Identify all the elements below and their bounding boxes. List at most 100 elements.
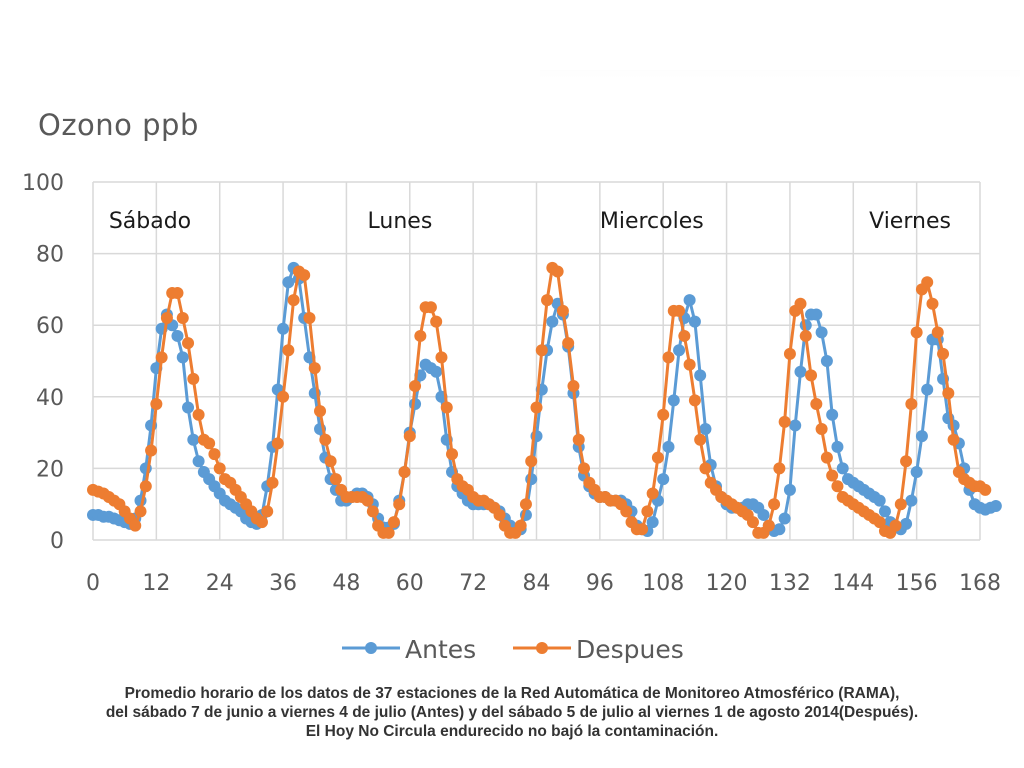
day-annotations: Sábado Lunes Miercoles Viernes	[109, 209, 951, 234]
data-point	[678, 329, 691, 342]
data-point	[176, 312, 189, 325]
data-point	[820, 451, 833, 464]
data-point	[424, 301, 437, 314]
x-tick-label: 144	[832, 571, 874, 596]
data-point	[683, 294, 696, 307]
data-point	[514, 519, 527, 532]
data-point	[683, 358, 696, 371]
data-point	[783, 483, 796, 496]
data-point	[651, 451, 664, 464]
data-point	[673, 344, 686, 357]
data-point	[889, 519, 902, 532]
data-point	[387, 516, 400, 529]
data-point	[831, 440, 844, 453]
legend-label: Antes	[405, 635, 476, 664]
y-tick-label: 60	[36, 314, 64, 339]
data-point	[942, 387, 955, 400]
data-point	[762, 519, 775, 532]
data-point	[298, 269, 311, 282]
data-point	[414, 329, 427, 342]
data-point	[287, 294, 300, 307]
data-point	[657, 408, 670, 421]
data-point	[646, 516, 659, 529]
data-point	[366, 505, 379, 518]
data-point	[208, 448, 221, 461]
data-point	[778, 512, 791, 525]
x-tick-label: 132	[769, 571, 811, 596]
data-point	[266, 476, 279, 489]
data-point	[905, 494, 918, 507]
data-point	[799, 329, 812, 342]
day-label: Miercoles	[600, 209, 704, 234]
data-point	[134, 505, 147, 518]
data-point	[440, 401, 453, 414]
caption: Promedio horario de los datos de 37 esta…	[0, 684, 1024, 741]
data-point	[493, 508, 506, 521]
data-point	[921, 276, 934, 289]
data-point	[160, 312, 173, 325]
data-point	[937, 347, 950, 360]
data-point	[794, 297, 807, 310]
data-point	[667, 394, 680, 407]
data-point	[572, 433, 585, 446]
data-point	[789, 419, 802, 432]
data-point	[910, 465, 923, 478]
x-tick-label: 12	[142, 571, 170, 596]
data-point	[926, 297, 939, 310]
data-point	[657, 473, 670, 486]
data-point	[551, 265, 564, 278]
data-point	[826, 408, 839, 421]
data-point	[905, 397, 918, 410]
x-tick-label: 36	[269, 571, 297, 596]
data-point	[894, 498, 907, 511]
data-point	[815, 423, 828, 436]
data-point	[314, 405, 327, 418]
data-point	[277, 390, 290, 403]
data-point	[810, 397, 823, 410]
y-tick-label: 80	[36, 243, 64, 268]
data-point	[187, 372, 200, 385]
data-point	[403, 430, 416, 443]
data-point	[562, 337, 575, 350]
data-point	[820, 355, 833, 367]
data-point	[636, 523, 649, 536]
data-point	[303, 312, 316, 325]
data-point	[641, 505, 654, 518]
data-point	[324, 455, 337, 468]
data-point	[319, 433, 332, 446]
data-point	[778, 415, 791, 428]
data-point	[150, 397, 163, 410]
data-point	[878, 505, 891, 518]
data-point	[688, 394, 701, 407]
legend: Antes Despues	[342, 635, 684, 664]
data-point	[773, 523, 786, 536]
data-point	[255, 516, 268, 529]
data-point	[979, 483, 992, 496]
x-tick-label: 156	[896, 571, 938, 596]
data-point	[810, 308, 823, 321]
data-point	[831, 480, 844, 493]
data-point	[361, 494, 374, 507]
data-point	[541, 294, 554, 307]
data-point	[694, 433, 707, 446]
data-point	[145, 444, 158, 457]
legend-label: Despues	[576, 635, 684, 664]
y-tick-label: 0	[50, 529, 64, 554]
data-point	[773, 462, 786, 475]
x-tick-label: 24	[206, 571, 234, 596]
data-point	[947, 433, 960, 446]
data-point	[931, 326, 944, 339]
day-label: Viernes	[869, 209, 951, 234]
x-tick-label: 108	[642, 571, 684, 596]
data-point	[182, 401, 195, 414]
data-point	[915, 430, 928, 443]
data-point	[155, 351, 168, 364]
data-point	[430, 315, 443, 328]
data-point	[910, 326, 923, 339]
data-point	[277, 322, 290, 335]
data-point	[757, 508, 770, 521]
data-point	[794, 365, 807, 378]
caption-line-3: El Hoy No Circula endurecido no bajó la …	[305, 723, 719, 740]
data-point	[409, 380, 422, 393]
